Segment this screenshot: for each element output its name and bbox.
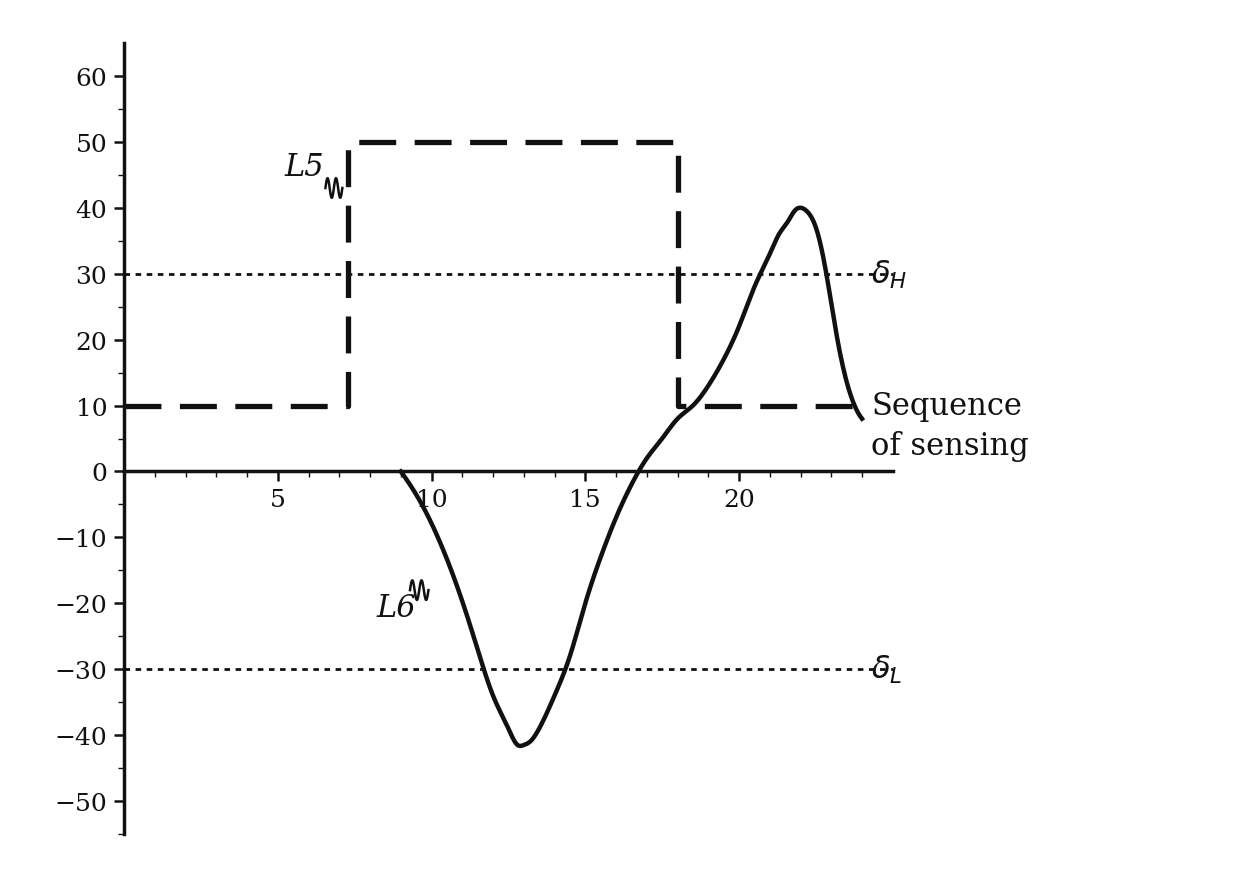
Text: L5: L5 — [284, 152, 324, 183]
Text: $\delta_L$: $\delta_L$ — [872, 653, 903, 686]
Text: Sequence
of sensing: Sequence of sensing — [872, 390, 1029, 462]
Text: $\delta_H$: $\delta_H$ — [872, 258, 908, 291]
Text: L6: L6 — [376, 593, 415, 623]
